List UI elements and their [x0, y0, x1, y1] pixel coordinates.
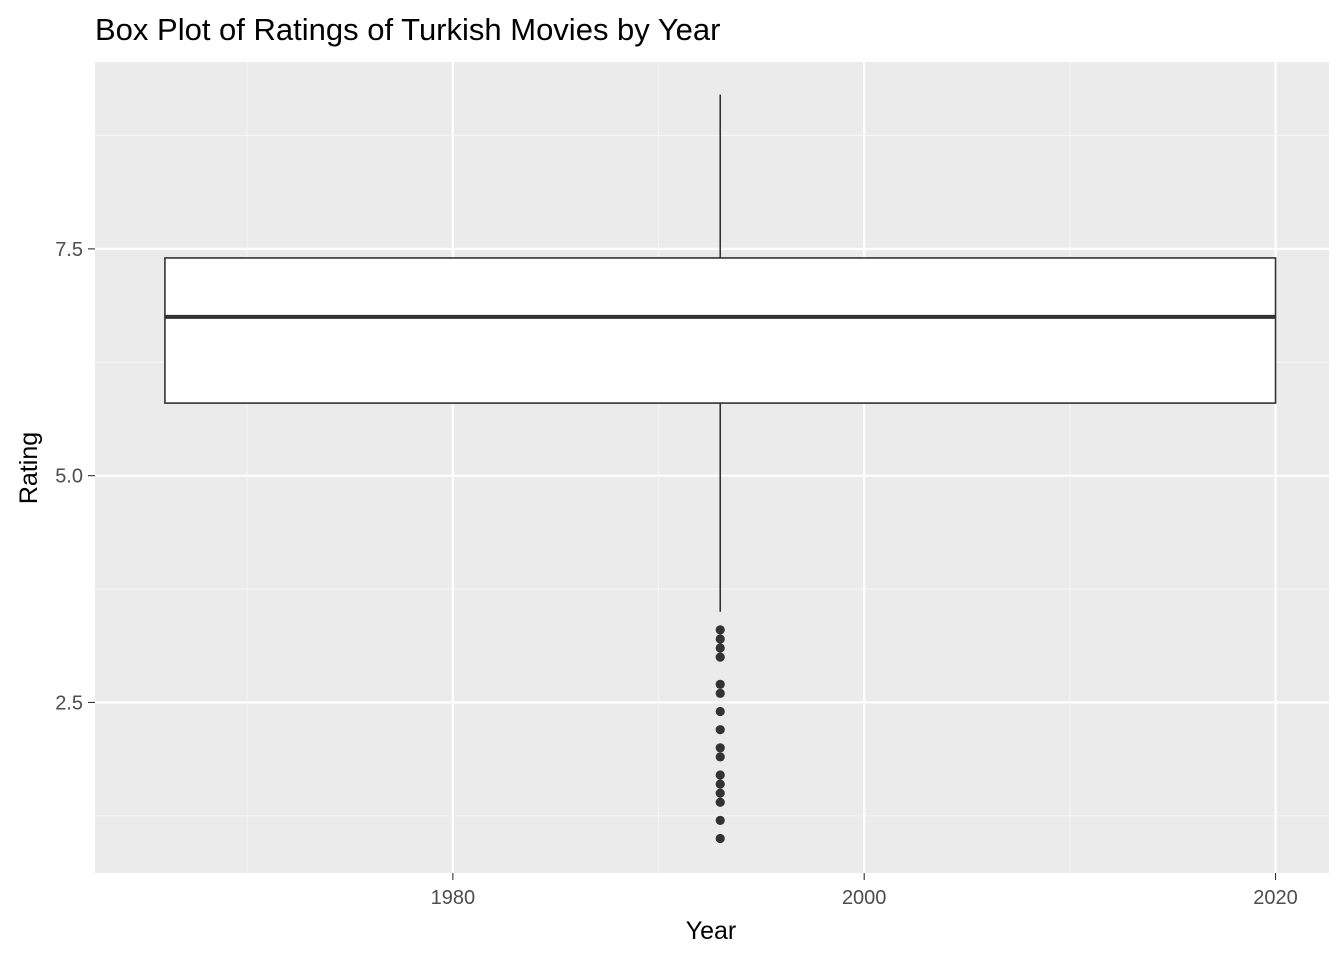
- outlier-point: [715, 625, 725, 635]
- outlier-point: [715, 788, 725, 798]
- plot-panel: [95, 62, 1329, 873]
- outlier-point: [715, 652, 725, 662]
- chart-title: Box Plot of Ratings of Turkish Movies by…: [95, 12, 720, 47]
- x-tick-label: 2020: [1253, 887, 1298, 909]
- outlier-point: [715, 779, 725, 789]
- outlier-point: [715, 725, 725, 735]
- x-axis: 1980 2000 2020: [431, 873, 1298, 909]
- major-gridlines: [95, 62, 1329, 873]
- box-plot: [164, 94, 1277, 612]
- y-tick-label: 2.5: [55, 692, 83, 714]
- outlier-points: [715, 625, 725, 844]
- x-axis-title: Year: [686, 917, 737, 945]
- outlier-point: [715, 752, 725, 762]
- y-tick-label: 7.5: [55, 239, 83, 261]
- y-axis-title: Rating: [15, 432, 43, 504]
- outlier-point: [715, 797, 725, 807]
- outlier-point: [715, 815, 725, 825]
- outlier-point: [715, 743, 725, 753]
- y-tick-label: 5.0: [55, 466, 83, 488]
- outlier-point: [715, 833, 725, 844]
- x-tick-label: 2000: [842, 887, 887, 909]
- outlier-point: [715, 706, 725, 717]
- y-axis: 2.5 5.0 7.5: [55, 239, 95, 714]
- outlier-point: [715, 643, 725, 653]
- x-tick-label: 1980: [431, 887, 476, 909]
- outlier-point: [715, 679, 725, 689]
- interquartile-box: [164, 257, 1277, 404]
- outlier-point: [715, 688, 725, 698]
- outlier-point: [715, 634, 725, 644]
- outlier-point: [715, 770, 725, 780]
